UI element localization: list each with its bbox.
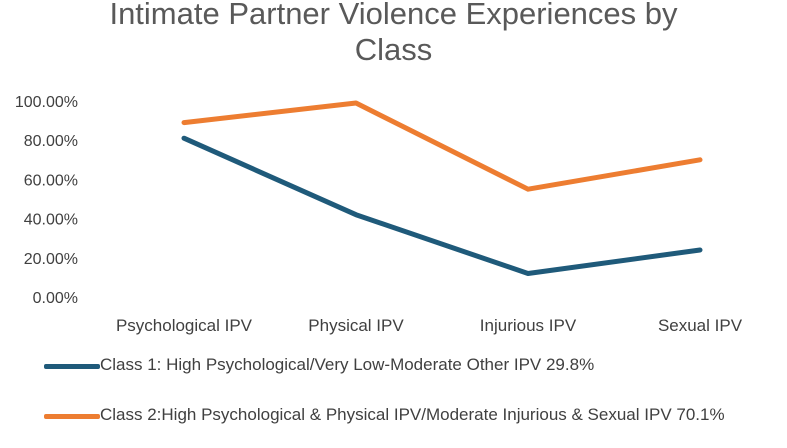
x-tick-label: Injurious IPV [480, 316, 577, 335]
x-tick-label: Psychological IPV [116, 316, 253, 335]
y-tick-label: 60.00% [24, 172, 78, 189]
y-tick-label: 0.00% [33, 290, 78, 307]
chart-title: Intimate Partner Violence Experiences by… [0, 0, 787, 68]
x-tick-label: Sexual IPV [658, 316, 743, 335]
legend-entry-class-2: Class 2:High Psychological & Physical IP… [44, 404, 784, 426]
y-tick-label: 80.00% [24, 133, 78, 150]
y-tick-label: 100.00% [15, 94, 78, 111]
legend-entry-class-1: Class 1: High Psychological/Very Low-Mod… [44, 354, 784, 376]
chart-title-line-1: Intimate Partner Violence Experiences by [109, 0, 678, 31]
legend-swatch-class-1 [44, 364, 100, 369]
y-axis-ticks: 100.00% 80.00% 60.00% 40.00% 20.00% 0.00% [15, 94, 78, 307]
x-axis-labels: Psychological IPV Physical IPV Injurious I… [116, 316, 743, 335]
y-tick-label: 40.00% [24, 212, 78, 229]
legend-swatch-class-2 [44, 414, 100, 419]
y-tick-label: 20.00% [24, 251, 78, 268]
legend-label-class-1: Class 1: High Psychological/Very Low-Mod… [100, 355, 595, 374]
series-line-class-2 [181, 100, 703, 192]
series-line-class-1 [181, 135, 703, 276]
x-tick-label: Physical IPV [308, 316, 404, 335]
legend-label-class-2: Class 2:High Psychological & Physical IP… [100, 405, 725, 424]
series-lines [181, 100, 703, 276]
chart-title-line-2: Class [354, 32, 433, 67]
